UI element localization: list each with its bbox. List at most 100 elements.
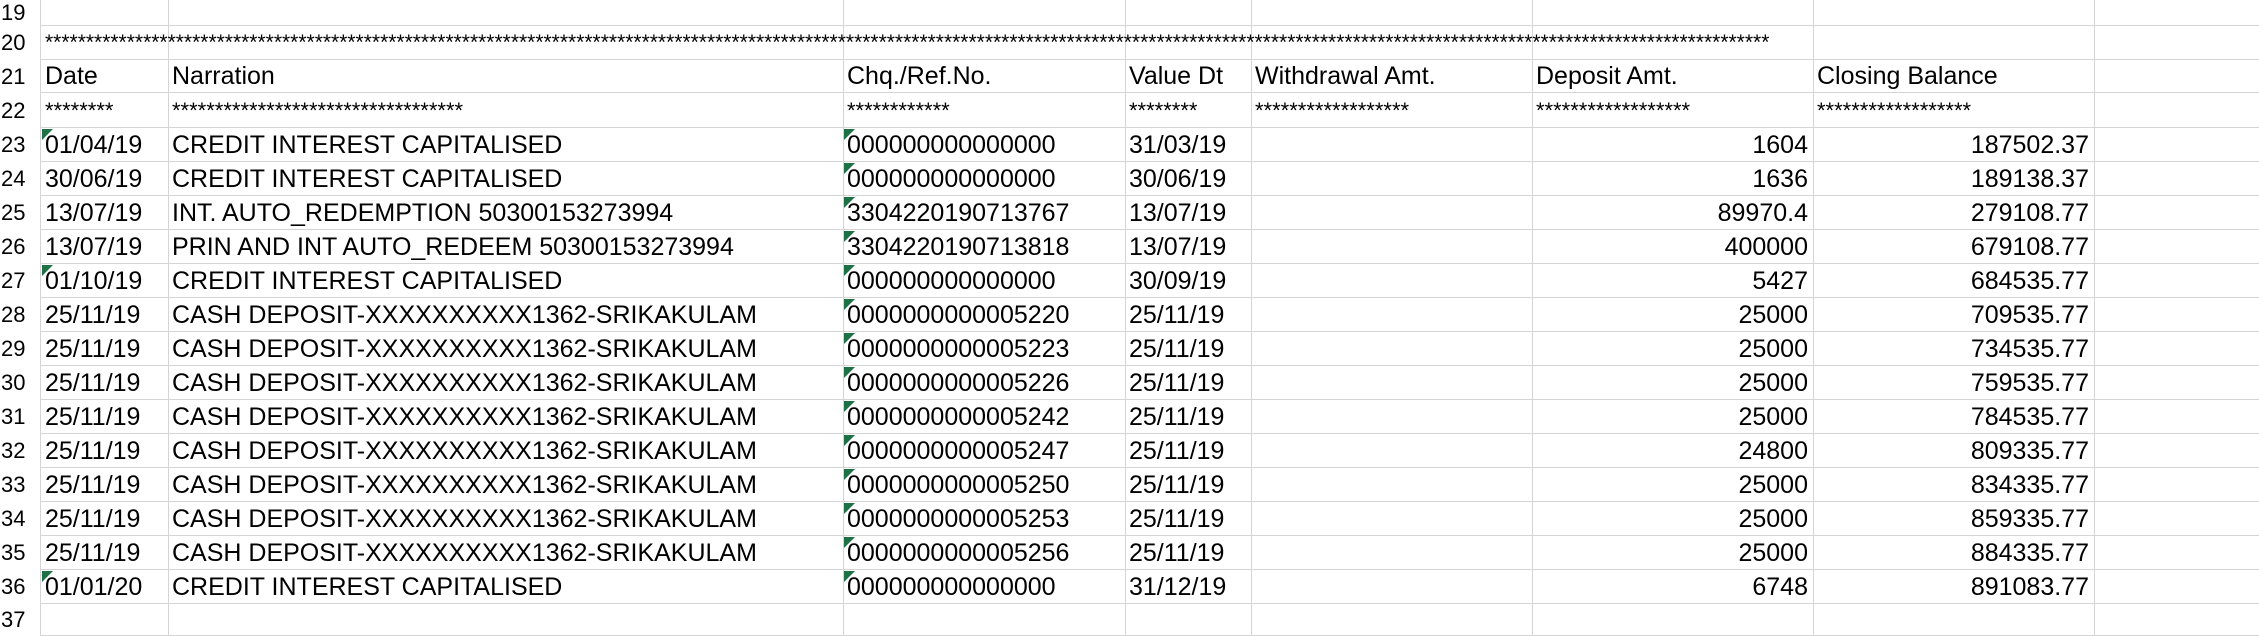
withdrawal-cell[interactable] xyxy=(1251,264,1532,298)
closing-balance-cell[interactable]: 759535.77 xyxy=(1970,368,2089,397)
narration-cell[interactable]: CREDIT INTEREST CAPITALISED xyxy=(172,266,563,295)
withdrawal-cell[interactable] xyxy=(1251,230,1532,264)
deposit-cell[interactable]: 25000 xyxy=(1738,504,1808,533)
deposit-cell[interactable]: 25000 xyxy=(1738,402,1808,431)
reference-cell[interactable]: 0000000000005220 xyxy=(847,300,1070,329)
reference-cell[interactable]: 0000000000005256 xyxy=(847,538,1070,567)
closing-balance-cell[interactable]: 859335.77 xyxy=(1970,504,2089,533)
narration-cell[interactable]: PRIN AND INT AUTO_REDEEM 50300153273994 xyxy=(172,232,734,261)
date-cell[interactable]: 25/11/19 xyxy=(45,368,141,397)
deposit-cell[interactable]: 25000 xyxy=(1738,300,1808,329)
value-date-cell[interactable]: 31/12/19 xyxy=(1129,572,1227,601)
narration-cell[interactable]: CASH DEPOSIT-XXXXXXXXXX1362-SRIKAKULAM xyxy=(172,538,757,567)
date-cell[interactable]: 25/11/19 xyxy=(45,504,141,533)
sheet-row[interactable]: 23 01/04/19 CREDIT INTEREST CAPITALISED 000… xyxy=(0,128,2259,162)
date-cell[interactable]: 25/11/19 xyxy=(45,436,141,465)
date-cell[interactable]: 01/01/20 xyxy=(45,572,143,601)
row-number[interactable]: 19 xyxy=(0,0,41,26)
value-date-cell[interactable]: 25/11/19 xyxy=(1129,300,1225,329)
value-date-cell[interactable]: 25/11/19 xyxy=(1129,436,1225,465)
value-date-cell[interactable]: 13/07/19 xyxy=(1129,232,1227,261)
value-date-cell[interactable]: 30/09/19 xyxy=(1129,266,1227,295)
value-date-cell[interactable]: 13/07/19 xyxy=(1129,198,1227,227)
deposit-cell[interactable]: 1636 xyxy=(1752,164,1808,193)
sheet-row[interactable]: 31 25/11/19 CASH DEPOSIT-XXXXXXXXXX1362-SR… xyxy=(0,400,2259,434)
date-cell[interactable]: 30/06/19 xyxy=(45,164,143,193)
narration-cell[interactable]: CASH DEPOSIT-XXXXXXXXXX1362-SRIKAKULAM xyxy=(172,368,757,397)
row-number[interactable]: 24 xyxy=(0,162,41,196)
row-number[interactable]: 36 xyxy=(0,570,41,604)
row-number[interactable]: 20 xyxy=(0,26,41,60)
column-header-chq-ref[interactable]: Chq./Ref.No. xyxy=(847,62,992,90)
row-number[interactable]: 28 xyxy=(0,298,41,332)
row-number[interactable]: 22 xyxy=(0,93,41,128)
reference-cell[interactable]: 000000000000000 xyxy=(847,164,1056,193)
closing-balance-cell[interactable]: 709535.77 xyxy=(1970,300,2089,329)
closing-balance-cell[interactable]: 891083.77 xyxy=(1970,572,2089,601)
sheet-row[interactable]: 33 25/11/19 CASH DEPOSIT-XXXXXXXXXX1362-SR… xyxy=(0,468,2259,502)
separator-value-dt[interactable]: ******** xyxy=(1129,98,1198,123)
date-cell[interactable]: 01/10/19 xyxy=(45,266,143,295)
value-date-cell[interactable]: 25/11/19 xyxy=(1129,470,1225,499)
sheet-row[interactable]: 19 xyxy=(0,0,2259,26)
reference-cell[interactable]: 000000000000000 xyxy=(847,572,1056,601)
deposit-cell[interactable]: 25000 xyxy=(1738,368,1808,397)
row-number[interactable]: 27 xyxy=(0,264,41,298)
sheet-row[interactable]: 21 Date Narration Chq./Ref.No. Value Dt Withd… xyxy=(0,60,2259,93)
withdrawal-cell[interactable] xyxy=(1251,298,1532,332)
deposit-cell[interactable]: 25000 xyxy=(1738,470,1808,499)
row-number[interactable]: 31 xyxy=(0,400,41,434)
sheet-row[interactable]: 22 ******** ******************************… xyxy=(0,93,2259,128)
closing-balance-cell[interactable]: 187502.37 xyxy=(1970,130,2089,159)
value-date-cell[interactable]: 25/11/19 xyxy=(1129,538,1225,567)
value-date-cell[interactable]: 25/11/19 xyxy=(1129,504,1225,533)
value-date-cell[interactable]: 25/11/19 xyxy=(1129,368,1225,397)
row-number[interactable]: 21 xyxy=(0,60,41,93)
row-number[interactable]: 26 xyxy=(0,230,41,264)
withdrawal-cell[interactable] xyxy=(1251,196,1532,230)
withdrawal-cell[interactable] xyxy=(1251,502,1532,536)
closing-balance-cell[interactable]: 834335.77 xyxy=(1970,470,2089,499)
separator-closing[interactable]: ****************** xyxy=(1817,98,1972,123)
date-cell[interactable]: 25/11/19 xyxy=(45,470,141,499)
asterisk-banner-cell[interactable]: ****************************************… xyxy=(45,31,1770,54)
separator-narration[interactable]: ********************************** xyxy=(172,98,464,123)
narration-cell[interactable]: CASH DEPOSIT-XXXXXXXXXX1362-SRIKAKULAM xyxy=(172,504,757,533)
sheet-row[interactable]: 28 25/11/19 CASH DEPOSIT-XXXXXXXXXX1362-SR… xyxy=(0,298,2259,332)
row-number[interactable]: 33 xyxy=(0,468,41,502)
deposit-cell[interactable]: 5427 xyxy=(1752,266,1808,295)
narration-cell[interactable]: CREDIT INTEREST CAPITALISED xyxy=(172,130,563,159)
sheet-row[interactable]: 36 01/01/20 CREDIT INTEREST CAPITALISED 000… xyxy=(0,570,2259,604)
column-header-deposit[interactable]: Deposit Amt. xyxy=(1536,62,1678,90)
reference-cell[interactable]: 000000000000000 xyxy=(847,266,1056,295)
value-date-cell[interactable]: 25/11/19 xyxy=(1129,402,1225,431)
row-number[interactable]: 25 xyxy=(0,196,41,230)
closing-balance-cell[interactable]: 679108.77 xyxy=(1970,232,2089,261)
closing-balance-cell[interactable]: 784535.77 xyxy=(1970,402,2089,431)
narration-cell[interactable]: CASH DEPOSIT-XXXXXXXXXX1362-SRIKAKULAM xyxy=(172,334,757,363)
column-header-withdrawal[interactable]: Withdrawal Amt. xyxy=(1255,62,1436,90)
date-cell[interactable]: 25/11/19 xyxy=(45,300,141,329)
sheet-row[interactable]: 27 01/10/19 CREDIT INTEREST CAPITALISED 000… xyxy=(0,264,2259,298)
row-number[interactable]: 30 xyxy=(0,366,41,400)
narration-cell[interactable]: CREDIT INTEREST CAPITALISED xyxy=(172,572,563,601)
value-date-cell[interactable]: 31/03/19 xyxy=(1129,130,1227,159)
row-number[interactable]: 23 xyxy=(0,128,41,162)
date-cell[interactable]: 13/07/19 xyxy=(45,232,143,261)
separator-date[interactable]: ******** xyxy=(45,98,114,123)
sheet-row[interactable]: 32 25/11/19 CASH DEPOSIT-XXXXXXXXXX1362-SR… xyxy=(0,434,2259,468)
deposit-cell[interactable]: 25000 xyxy=(1738,334,1808,363)
separator-chq-ref[interactable]: ************ xyxy=(847,98,950,123)
reference-cell[interactable]: 0000000000005253 xyxy=(847,504,1070,533)
date-cell[interactable]: 13/07/19 xyxy=(45,198,143,227)
sheet-row[interactable]: 29 25/11/19 CASH DEPOSIT-XXXXXXXXXX1362-SR… xyxy=(0,332,2259,366)
deposit-cell[interactable]: 89970.4 xyxy=(1717,198,1808,227)
narration-cell[interactable]: CASH DEPOSIT-XXXXXXXXXX1362-SRIKAKULAM xyxy=(172,300,757,329)
narration-cell[interactable]: CREDIT INTEREST CAPITALISED xyxy=(172,164,563,193)
value-date-cell[interactable]: 30/06/19 xyxy=(1129,164,1227,193)
reference-cell[interactable]: 000000000000000 xyxy=(847,130,1056,159)
column-header-closing[interactable]: Closing Balance xyxy=(1817,62,1998,90)
withdrawal-cell[interactable] xyxy=(1251,536,1532,570)
reference-cell[interactable]: 0000000000005226 xyxy=(847,368,1070,397)
deposit-cell[interactable]: 25000 xyxy=(1738,538,1808,567)
